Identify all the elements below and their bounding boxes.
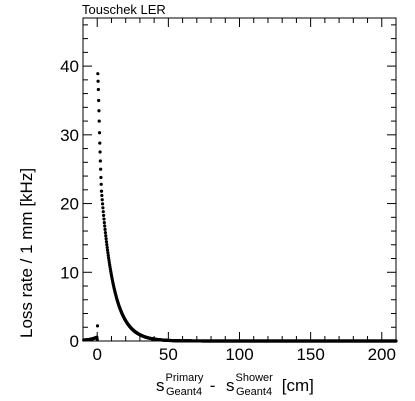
x-axis-label: sPrimary Geant4 - sShower Geant4 [cm] <box>156 372 314 398</box>
y-tick-label: 0 <box>70 332 79 351</box>
data-point <box>98 159 102 163</box>
x-tick-label: 50 <box>159 345 178 364</box>
data-point <box>102 217 106 221</box>
data-point <box>97 109 101 113</box>
data-point <box>102 220 106 225</box>
data-point <box>98 141 102 145</box>
data-point <box>97 98 101 103</box>
y-axis-tick-labels: 0 10 20 30 40 <box>60 57 79 351</box>
x-tick-label: 150 <box>296 345 324 364</box>
x-tick-label: 0 <box>92 345 101 364</box>
data-point <box>100 198 104 202</box>
x-label-unit: [cm] <box>277 376 314 395</box>
data-point <box>101 210 105 214</box>
data-point <box>100 193 104 198</box>
y-axis-ticks <box>83 24 396 342</box>
data-point <box>100 202 105 206</box>
data-point <box>95 324 100 328</box>
x-axis-tick-labels: 0 50 100 150 200 <box>92 345 395 364</box>
data-point <box>97 119 101 123</box>
y-tick-label: 30 <box>60 126 79 145</box>
x-label-separator: - <box>205 376 220 395</box>
data-point <box>106 253 110 257</box>
y-tick-label: 10 <box>60 263 79 282</box>
data-point <box>103 224 107 228</box>
data-point <box>99 175 103 180</box>
data-point <box>104 240 109 244</box>
y-tick-label: 20 <box>60 195 79 214</box>
data-point <box>104 234 108 238</box>
data-point <box>97 131 102 135</box>
data-point <box>105 245 109 250</box>
svg-text:sShower: sShower <box>226 372 273 395</box>
data-point <box>96 79 100 83</box>
x-label-sub1: Geant4 <box>166 386 202 398</box>
data-point <box>105 243 109 247</box>
x-label-sup1: Primary <box>166 372 204 384</box>
data-point <box>95 338 99 342</box>
chart-title: Touschek LER <box>82 2 166 17</box>
data-point <box>394 339 398 343</box>
data-point <box>101 206 105 210</box>
data-point <box>102 213 106 218</box>
plot-frame <box>82 17 397 342</box>
svg-text:sPrimary: sPrimary <box>156 372 204 395</box>
x-tick-label: 200 <box>368 345 396 364</box>
data-point <box>99 167 103 171</box>
data-point <box>105 248 110 252</box>
y-tick-label: 40 <box>60 57 79 76</box>
data-point <box>107 258 111 262</box>
x-label-s2: s <box>226 376 235 395</box>
data-points <box>82 72 398 343</box>
data-point <box>96 87 100 92</box>
y-axis-label: Loss rate / 1 mm [kHz] <box>17 168 36 338</box>
x-label-sub2: Geant4 <box>236 386 272 398</box>
data-point <box>106 251 110 255</box>
data-point <box>107 256 111 260</box>
data-point <box>103 227 107 231</box>
data-point <box>98 150 102 154</box>
x-label-s1: s <box>156 376 165 395</box>
x-label-sup2: Shower <box>236 372 274 384</box>
data-point <box>104 237 108 241</box>
x-axis-ticks <box>82 18 397 341</box>
data-point <box>103 230 108 235</box>
data-point <box>99 189 104 193</box>
data-point <box>95 335 99 339</box>
data-point <box>96 72 100 76</box>
x-tick-label: 100 <box>225 345 253 364</box>
data-point <box>99 182 103 186</box>
